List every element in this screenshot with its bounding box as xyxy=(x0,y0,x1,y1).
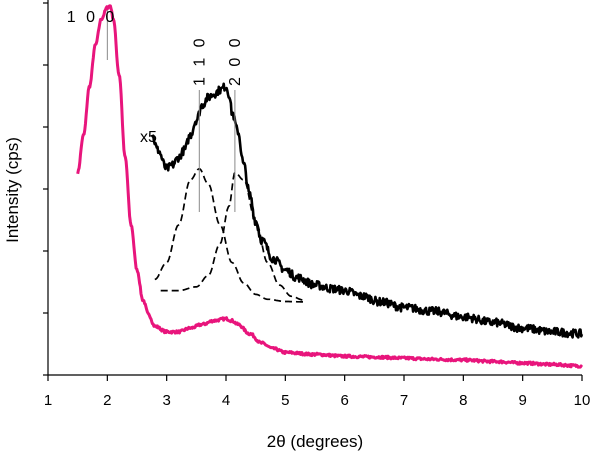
series-line-1 xyxy=(76,4,584,369)
series-line-3 xyxy=(154,168,304,303)
x-tick-label-4: 4 xyxy=(222,392,230,409)
scale-annotation: x5 xyxy=(140,129,157,146)
plot-area: 1 2 3 4 5 6 7 8 9 10 1 0 0 1 1 0 2 0 0 xyxy=(43,0,590,409)
series-line-2 xyxy=(150,82,584,339)
x-tick-label-2: 2 xyxy=(103,392,111,409)
peak-annotations: 1 0 0 1 1 0 2 0 0 xyxy=(67,9,244,212)
x-tick-label-10: 10 xyxy=(574,392,591,409)
peak-label-100: 1 0 0 xyxy=(67,9,118,26)
y-axis-ticks xyxy=(43,2,48,376)
x-tick-label-3: 3 xyxy=(162,392,170,409)
x-tick-label-1: 1 xyxy=(44,392,52,409)
series-layer xyxy=(76,4,584,369)
x-tick-label-7: 7 xyxy=(400,392,408,409)
x-axis-title: 2θ (degrees) xyxy=(267,432,363,451)
x-tick-label-8: 8 xyxy=(459,392,467,409)
x-axis-ticks: 1 2 3 4 5 6 7 8 9 10 xyxy=(44,375,591,409)
peak-label-200: 2 0 0 xyxy=(227,35,244,86)
series-line-4 xyxy=(160,171,304,301)
y-axis-title: Intensity (cps) xyxy=(3,137,22,243)
x-tick-label-6: 6 xyxy=(340,392,348,409)
peak-label-110: 1 1 0 xyxy=(191,35,208,86)
x-tick-label-9: 9 xyxy=(518,392,526,409)
x-tick-label-5: 5 xyxy=(281,392,289,409)
